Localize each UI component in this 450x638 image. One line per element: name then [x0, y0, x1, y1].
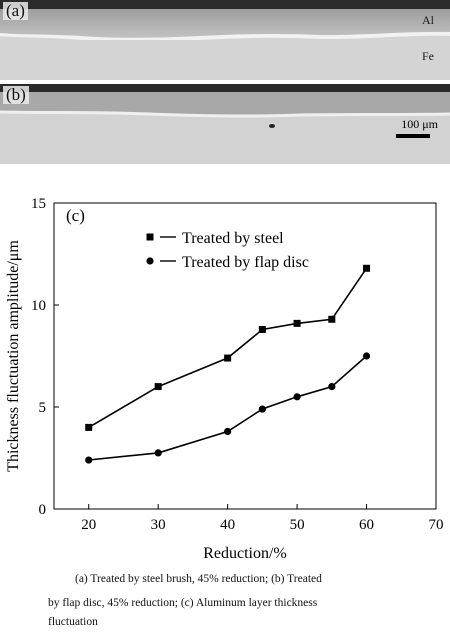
scale-bar-label: 100 μm	[401, 117, 438, 131]
data-point-series-2	[85, 456, 93, 464]
scale-bar	[396, 134, 430, 138]
y-tick-label: 5	[39, 400, 47, 416]
x-axis-label: Reduction/%	[203, 545, 287, 562]
micrograph-b: (b) 100 μm	[0, 84, 450, 164]
x-tick-label: 40	[220, 517, 235, 533]
y-tick-label: 0	[39, 502, 47, 518]
x-tick-label: 70	[429, 517, 444, 533]
panel-label-b: (b)	[3, 86, 29, 104]
y-tick-label: 10	[31, 298, 46, 314]
data-point-series-2	[258, 405, 266, 413]
series-line-1	[88, 267, 368, 429]
data-point-series-2	[362, 352, 371, 360]
data-point-series-1	[224, 354, 232, 362]
caption-line-3: fluctuation	[48, 616, 98, 628]
series-line-2	[88, 355, 368, 461]
panel-label-a: (a)	[3, 2, 28, 20]
micrograph-a: (a) Al Fe	[0, 0, 450, 80]
data-point-series-1	[258, 325, 266, 333]
plot-frame	[53, 202, 437, 510]
data-point-series-1	[328, 315, 336, 323]
data-point-series-1	[363, 264, 371, 272]
data-point-series-1	[154, 383, 162, 391]
x-tick-label: 20	[81, 517, 96, 533]
legend-marker-1	[146, 233, 154, 241]
data-point-series-2	[154, 449, 162, 457]
panel-label-c: (c)	[66, 206, 85, 225]
y-axis-label: Thickness fluctuation amplitude/μm	[5, 240, 22, 472]
data-point-series-1	[85, 423, 93, 431]
x-tick-label: 30	[151, 517, 166, 533]
data-point-series-1	[293, 319, 301, 327]
legend-label-1: Treated by steel	[182, 230, 284, 247]
y-tick-label: 15	[31, 196, 46, 212]
data-point-series-2	[224, 427, 232, 436]
x-tick-label: 60	[359, 517, 374, 533]
caption-line-2: by flap disc, 45% reduction; (c) Aluminu…	[48, 597, 318, 609]
phase-label-al: Al	[422, 13, 434, 27]
micrograph-b-image	[0, 84, 450, 164]
micrograph-a-image	[0, 0, 450, 80]
legend-label-2: Treated by flap disc	[182, 254, 309, 271]
thickness-fluctuation-chart: (c) 20 30 40 50 60 70 0 5 10 15 Treated by steel T…	[5, 196, 444, 562]
data-point-series-2	[328, 383, 336, 391]
phase-label-fe: Fe	[422, 49, 434, 63]
x-tick-label: 50	[290, 517, 305, 533]
data-point-series-2	[293, 393, 301, 401]
legend-marker-2	[146, 257, 154, 265]
caption-line-1: (a) Treated by steel brush, 45% reductio…	[75, 573, 322, 585]
